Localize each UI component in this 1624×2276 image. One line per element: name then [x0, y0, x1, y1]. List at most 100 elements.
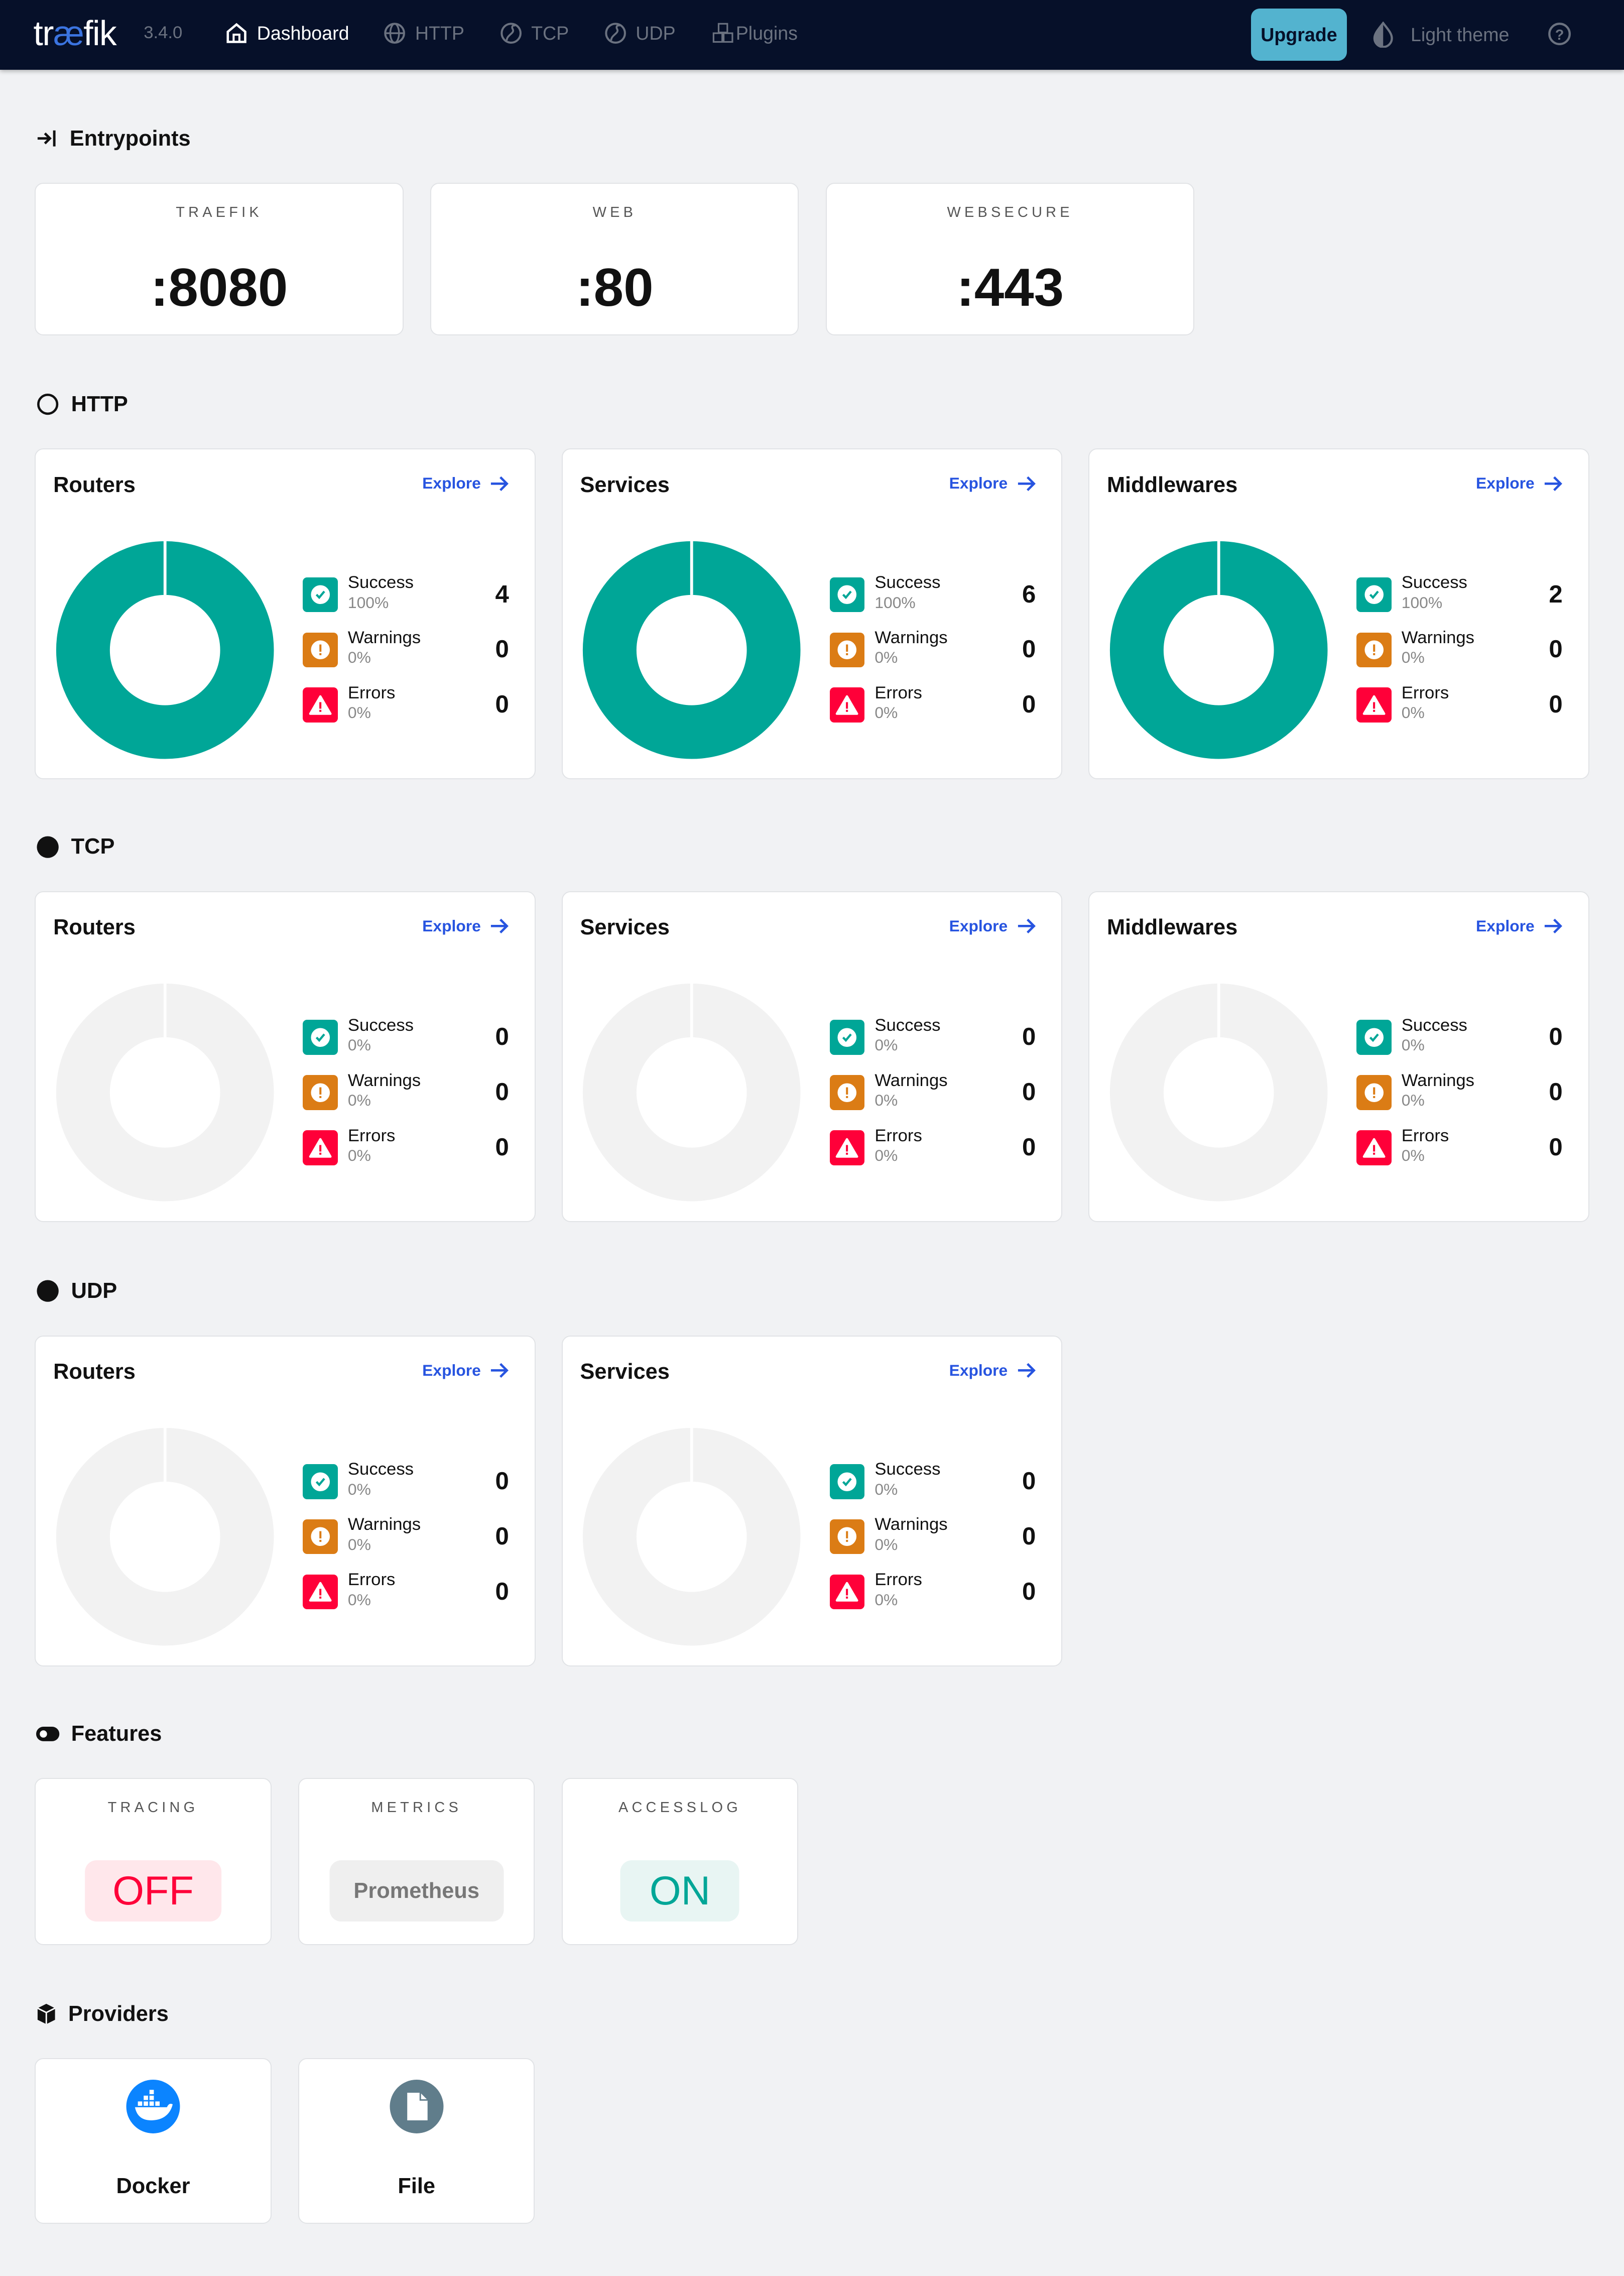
arrow-right-icon — [491, 919, 509, 934]
legend-success: Success 0% 0 — [1356, 1016, 1563, 1059]
arrow-right-icon — [1018, 476, 1036, 491]
home-icon — [226, 23, 246, 44]
tcp-services-card: Services Explore Success 0% 0 Warnings 0% 0 Erro… — [561, 891, 1063, 1223]
status-donut-chart — [583, 539, 801, 759]
success-count: 4 — [495, 580, 509, 608]
errors-status-icon — [1356, 687, 1392, 723]
warnings-status-icon — [1356, 1075, 1392, 1110]
status-donut-chart — [1109, 982, 1328, 1202]
feature-status-badge: Prometheus — [329, 1860, 504, 1922]
entrypoint-address: :443 — [956, 257, 1064, 317]
success-status-icon — [829, 577, 865, 613]
udp-icon — [604, 23, 626, 44]
success-status-icon — [829, 1020, 865, 1055]
legend-warnings: Warnings 0% 0 — [1356, 1071, 1563, 1115]
status-donut-chart — [56, 982, 274, 1202]
nav-udp[interactable]: UDP — [604, 22, 676, 45]
errors-count: 0 — [1549, 1133, 1563, 1161]
card-title: Services — [580, 1359, 670, 1384]
legend-errors: Errors 0% 0 — [829, 1570, 1036, 1614]
errors-count: 0 — [495, 1578, 509, 1605]
errors-count: 0 — [495, 691, 509, 718]
legend-success: Success 100% 4 — [303, 573, 509, 617]
warnings-count: 0 — [495, 1079, 509, 1106]
card-title: Routers — [53, 1359, 136, 1384]
globe-icon — [37, 393, 59, 415]
legend-warnings: Warnings 0% 0 — [829, 1515, 1036, 1559]
card-title: Middlewares — [1106, 915, 1238, 940]
errors-status-icon — [829, 1574, 865, 1610]
upgrade-button[interactable]: Upgrade — [1251, 9, 1347, 61]
nav-http[interactable]: HTTP — [383, 22, 464, 45]
tcp-middlewares-card: Middlewares Explore Success 0% 0 Warnings 0% 0 E… — [1088, 891, 1589, 1223]
explore-link[interactable]: Explore — [422, 1361, 510, 1380]
errors-count: 0 — [1022, 691, 1036, 718]
feature-status-badge: OFF — [85, 1860, 221, 1922]
explore-link[interactable]: Explore — [949, 474, 1037, 493]
entrypoint-address: :80 — [576, 257, 654, 317]
success-status-icon — [1356, 1020, 1392, 1055]
explore-link[interactable]: Explore — [422, 474, 510, 493]
errors-status-icon — [1356, 1130, 1392, 1165]
success-count: 0 — [495, 1467, 509, 1495]
card-title: Routers — [53, 472, 136, 497]
entrypoint-card: TRAEFIK:8080 — [35, 183, 404, 335]
warnings-count: 0 — [1022, 1522, 1036, 1550]
globe-icon — [384, 23, 406, 44]
errors-status-icon — [829, 687, 865, 723]
errors-status-icon — [829, 1130, 865, 1165]
errors-status-icon — [303, 1130, 338, 1165]
warnings-count: 0 — [495, 1522, 509, 1550]
status-donut-chart — [583, 1426, 801, 1646]
traefik-logo[interactable]: træfik — [33, 14, 116, 53]
warnings-count: 0 — [1549, 1079, 1563, 1106]
legend-warnings: Warnings 0% 0 — [303, 1071, 509, 1115]
nav-plugins[interactable]: Plugins — [711, 22, 798, 45]
success-count: 6 — [1022, 580, 1036, 608]
warnings-status-icon — [303, 1519, 338, 1554]
legend-warnings: Warnings 0% 0 — [829, 1071, 1036, 1115]
nav-tcp[interactable]: TCP — [499, 22, 569, 45]
entrypoints-heading: Entrypoints — [36, 127, 191, 151]
explore-link[interactable]: Explore — [949, 917, 1037, 935]
udp-services-card: Services Explore Success 0% 0 Warnings 0% 0 Erro… — [561, 1335, 1063, 1666]
success-status-icon — [303, 1464, 338, 1499]
warnings-count: 0 — [495, 636, 509, 663]
entrypoint-card: WEB:80 — [430, 183, 799, 335]
feature-status-badge: ON — [620, 1860, 739, 1922]
legend-errors: Errors 0% 0 — [303, 1570, 509, 1614]
card-title: Services — [580, 915, 670, 940]
provider-card-docker: Docker — [35, 2058, 272, 2224]
warnings-status-icon — [303, 632, 338, 667]
warnings-status-icon — [829, 1075, 865, 1110]
errors-count: 0 — [1022, 1133, 1036, 1161]
legend-errors: Errors 0% 0 — [1356, 1126, 1563, 1170]
success-status-icon — [829, 1464, 865, 1499]
errors-status-icon — [303, 687, 338, 723]
legend-success: Success 0% 0 — [829, 1016, 1036, 1059]
contrast-drop-icon — [1373, 22, 1393, 48]
svg-text:?: ? — [1555, 27, 1564, 43]
tcp-icon — [37, 836, 59, 858]
success-count: 0 — [1549, 1023, 1563, 1051]
legend-success: Success 100% 6 — [829, 573, 1036, 617]
entrypoint-card: WEBSECURE:443 — [825, 183, 1195, 335]
explore-link[interactable]: Explore — [1476, 474, 1563, 493]
arrow-right-icon — [491, 1363, 509, 1378]
nav-dashboard[interactable]: Dashboard — [225, 22, 349, 45]
toggle-icon — [36, 1726, 60, 1741]
legend-warnings: Warnings 0% 0 — [303, 1515, 509, 1559]
explore-link[interactable]: Explore — [422, 917, 510, 935]
udp-icon — [37, 1280, 59, 1302]
status-donut-chart — [1109, 539, 1328, 759]
warnings-status-icon — [829, 632, 865, 667]
success-count: 0 — [1022, 1467, 1036, 1495]
explore-link[interactable]: Explore — [949, 1361, 1037, 1380]
explore-link[interactable]: Explore — [1476, 917, 1563, 935]
success-count: 0 — [1022, 1023, 1036, 1051]
features-heading: Features — [36, 1722, 162, 1746]
success-status-icon — [303, 1020, 338, 1055]
help-icon[interactable]: ? — [1547, 22, 1572, 46]
theme-toggle[interactable]: Light theme — [1373, 22, 1509, 48]
legend-warnings: Warnings 0% 0 — [303, 628, 509, 672]
